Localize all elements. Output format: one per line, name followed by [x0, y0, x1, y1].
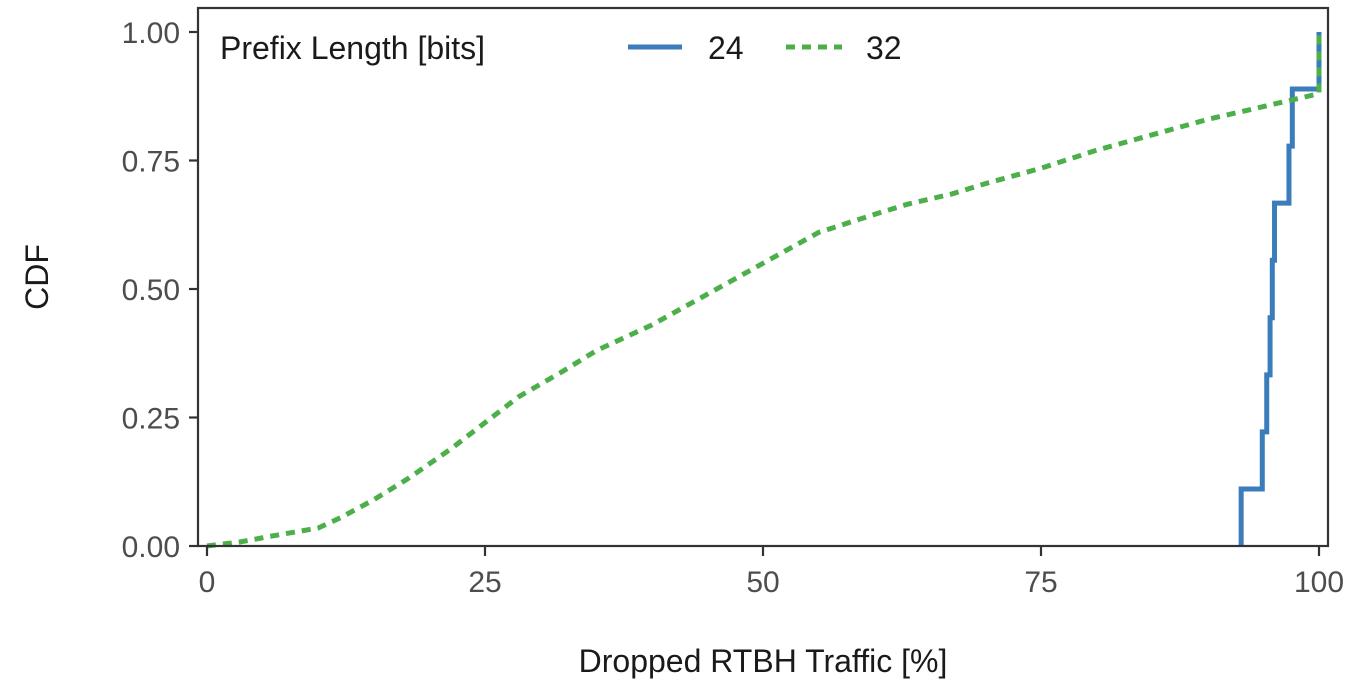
y-tick-label: 1.00 [122, 17, 180, 50]
y-tick-label: 0.25 [122, 403, 180, 436]
y-tick-label: 0.00 [122, 531, 180, 564]
y-tick-label: 0.50 [122, 274, 180, 307]
plot-panel-border [196, 6, 1330, 548]
series-line-32 [206, 32, 1322, 549]
legend-label-24: 24 [708, 30, 744, 66]
y-axis-title: CDF [19, 244, 55, 310]
legend: Prefix Length [bits] 24 32 [220, 30, 902, 66]
x-tick-label: 25 [468, 566, 501, 599]
series-line-24 [1238, 32, 1322, 546]
x-tick-label: 100 [1294, 566, 1344, 599]
x-tick-label: 75 [1024, 566, 1057, 599]
y-tick-label: 0.75 [122, 146, 180, 179]
x-axis-title: Dropped RTBH Traffic [%] [579, 643, 948, 679]
legend-title: Prefix Length [bits] [220, 30, 485, 66]
y-axis: 0.00 0.25 0.50 0.75 1.00 [122, 17, 198, 564]
x-axis: 0 25 50 75 100 [199, 547, 1344, 599]
x-tick-label: 50 [746, 566, 779, 599]
x-tick-label: 0 [199, 566, 216, 599]
legend-label-32: 32 [866, 30, 902, 66]
series-layer [206, 32, 1322, 549]
